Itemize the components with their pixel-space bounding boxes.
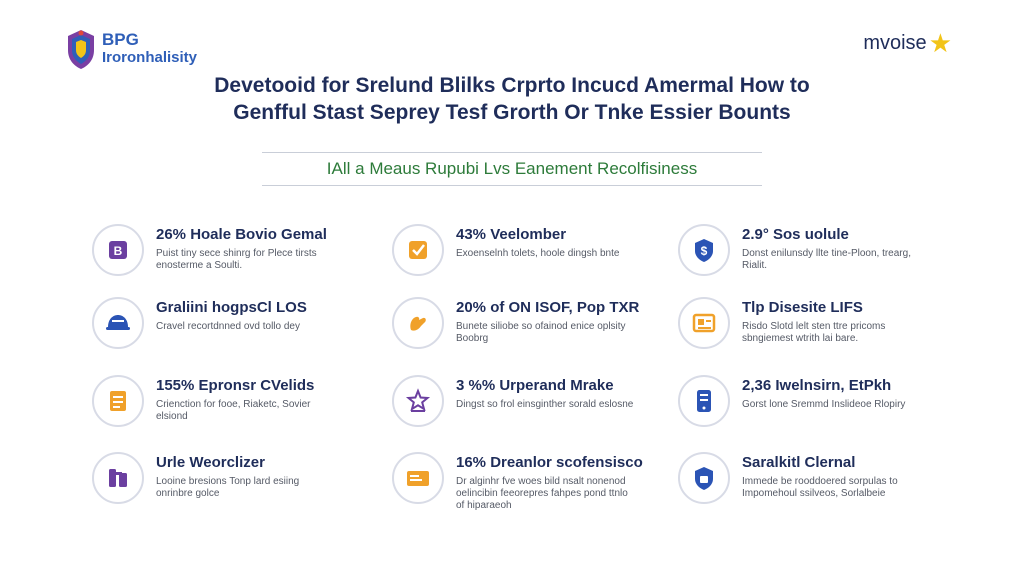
b-badge-icon: B bbox=[92, 224, 144, 276]
brand-tagline: Iroronhalisity bbox=[102, 49, 198, 66]
check-icon bbox=[392, 224, 444, 276]
feature-description: Donst enilunsdy llte tine-Ploon, trearg,… bbox=[742, 248, 911, 271]
stack-icon bbox=[92, 375, 144, 427]
feature-heading: Saralkitl Clernal bbox=[742, 454, 856, 471]
crest-icon bbox=[68, 30, 94, 69]
divider bbox=[262, 152, 762, 153]
id-card-icon bbox=[678, 297, 730, 349]
subtitle-band: IAll a Meaus Rupubi Lvs Eanement Recolfi… bbox=[262, 152, 762, 186]
feature-item: B 26% Hoale Bovio Gemal Puist tiny sece … bbox=[92, 224, 362, 276]
feature-heading: Graliini hogpsCl LOS bbox=[156, 299, 307, 316]
feature-heading: 26% Hoale Bovio Gemal bbox=[156, 226, 327, 243]
divider bbox=[262, 185, 762, 186]
feature-heading: Tlp Disesite LIFS bbox=[742, 299, 863, 316]
svg-text:$: $ bbox=[701, 244, 708, 258]
title-line-2: Genfful Stast Seprey Tesf Grorth Or Tnke… bbox=[233, 101, 791, 124]
feature-item: Urle Weorclizer Looine bresions Tonp lar… bbox=[92, 452, 362, 504]
brand-logo-right: mvoise ★ bbox=[863, 30, 952, 56]
feature-item: Tlp Disesite LIFS Risdo Slotd lelt sten … bbox=[678, 297, 948, 349]
feature-item: 16% Dreanlor scofensisco Dr alginhr fve … bbox=[392, 452, 662, 512]
feature-heading: 20% of ON ISOF, Pop TXR bbox=[456, 299, 640, 316]
svg-text:B: B bbox=[114, 244, 123, 258]
feature-description: Dingst so frol einsginther sorald eslosn… bbox=[456, 399, 634, 410]
partner-name: mvoise bbox=[863, 31, 927, 54]
star-badge-icon bbox=[392, 375, 444, 427]
feature-item: 43% Veelomber Exoenselnh tolets, hoole d… bbox=[392, 224, 662, 276]
hand-icon bbox=[392, 297, 444, 349]
feature-item: 20% of ON ISOF, Pop TXR Bunete siliobe s… bbox=[392, 297, 662, 349]
feature-description: Dr alginhr fve woes bild nsalt nonenod o… bbox=[456, 476, 628, 511]
feature-description: Crienction for fooe, Riaketc, Sovier els… bbox=[156, 399, 311, 422]
feature-description: Risdo Slotd lelt sten ttre pricoms sbngi… bbox=[742, 321, 886, 344]
feature-item: Saralkitl Clernal Immede be rooddoered s… bbox=[678, 452, 948, 504]
feature-heading: 16% Dreanlor scofensisco bbox=[456, 454, 643, 471]
phone-icon bbox=[678, 375, 730, 427]
brand-logo-left: BPG Iroronhalisity bbox=[66, 28, 197, 70]
star-icon: ★ bbox=[928, 28, 952, 58]
brand-name: BPG bbox=[102, 30, 139, 49]
feature-heading: 43% Veelomber bbox=[456, 226, 567, 243]
title-line-1: Devetooid for Srelund Blilks Crprto Incu… bbox=[214, 74, 810, 97]
feature-heading: 3 %% Urperand Mrake bbox=[456, 377, 614, 394]
feature-description: Gorst lone Sremmd Inslideoe Rlopiry bbox=[742, 399, 906, 410]
feature-heading: 2.9° Sos uolule bbox=[742, 226, 849, 243]
feature-description: Immede be rooddoered sorpulas to Impomeh… bbox=[742, 476, 898, 499]
feature-heading: 155% Epronsr CVelids bbox=[156, 377, 315, 394]
feature-heading: Urle Weorclizer bbox=[156, 454, 265, 471]
dollar-shield-icon: $ bbox=[678, 224, 730, 276]
feature-heading: 2,36 Iwelnsirn, EtPkh bbox=[742, 377, 892, 394]
feature-item: 155% Epronsr CVelids Crienction for fooe… bbox=[92, 375, 362, 427]
feature-item: 3 %% Urperand Mrake Dingst so frol einsg… bbox=[392, 375, 662, 427]
feature-description: Cravel recortdnned ovd tollo dey bbox=[156, 321, 300, 332]
helmet-icon bbox=[92, 297, 144, 349]
tools-icon bbox=[92, 452, 144, 504]
subtitle: IAll a Meaus Rupubi Lvs Eanement Recolfi… bbox=[326, 159, 698, 178]
feature-description: Looine bresions Tonp lard esiing onrinbr… bbox=[156, 476, 300, 499]
page-title: Devetooid for Srelund Blilks Crprto Incu… bbox=[0, 72, 1024, 126]
card-icon bbox=[392, 452, 444, 504]
feature-item: Graliini hogpsCl LOS Cravel recortdnned … bbox=[92, 297, 362, 349]
feature-description: Bunete siliobe so ofainod enice oplsity … bbox=[456, 321, 626, 344]
feature-item: $ 2.9° Sos uolule Donst enilunsdy llte t… bbox=[678, 224, 948, 276]
feature-description: Puist tiny sece shinrg for Plece tirsts … bbox=[156, 248, 317, 271]
feature-description: Exoenselnh tolets, hoole dingsh bnte bbox=[456, 248, 620, 259]
shield-icon bbox=[678, 452, 730, 504]
feature-item: 2,36 Iwelnsirn, EtPkh Gorst lone Sremmd … bbox=[678, 375, 948, 427]
